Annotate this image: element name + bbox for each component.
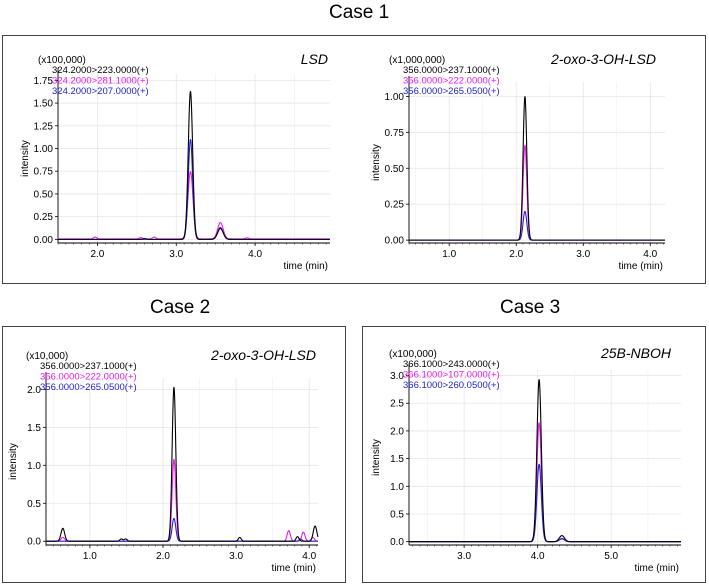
case-1-title: Case 1: [329, 2, 390, 23]
chart-4: 0.0 0.5 1.0 1.5 2.0 2.5 3.0 3.0 4.0 5.0 time (min)…: [371, 345, 682, 574]
y-axis-label: intensity: [20, 140, 31, 177]
y-axis-label: intensity: [371, 439, 382, 476]
scale-factor: (x1,000,000): [389, 55, 445, 66]
scale-factor: (x10,000): [26, 351, 68, 362]
y-axis-label: intensity: [8, 443, 19, 480]
y-tick-label: 1.5: [390, 454, 404, 465]
y-axis-label: intensity: [371, 144, 382, 181]
x-tick-label: 3.0: [169, 249, 183, 260]
y-tick-label: 0.25: [34, 212, 54, 223]
y-tick-label: 1.00: [385, 92, 405, 103]
legend-entry: 324.2000>207.0000(+): [52, 86, 149, 97]
legend-entry: 356.0000>222.0000(+): [40, 372, 137, 383]
x-tick-label: 3.0: [229, 551, 243, 562]
compound-title: 25B-NBOH: [600, 345, 672, 361]
x-axis-label: time (min): [284, 261, 328, 272]
x-tick-label: 4.0: [531, 551, 545, 562]
trace-3: [45, 517, 319, 542]
x-tick-label: 2.0: [509, 249, 523, 260]
y-tick-label: 0.75: [34, 167, 54, 178]
x-tick-label: 4.0: [248, 249, 262, 260]
x-tick-label: 1.0: [83, 551, 97, 562]
trace-2: [408, 144, 666, 241]
y-tick-label: 1.0: [27, 461, 41, 472]
x-tick-label: 4.0: [302, 551, 316, 562]
x-tick-label: 1.0: [442, 249, 456, 260]
compound-title: LSD: [301, 51, 328, 67]
y-tick-label: 0.00: [34, 235, 54, 246]
y-tick-label: 0.75: [385, 128, 405, 139]
trace-3: [408, 210, 666, 241]
legend-entry: 356.0000>237.1000(+): [40, 361, 137, 372]
x-tick-label: 3.0: [457, 551, 471, 562]
scale-factor: (x100,000): [389, 349, 437, 360]
trace-1: [408, 96, 666, 241]
x-tick-label: 3.0: [576, 249, 590, 260]
x-axis-label: time (min): [272, 563, 316, 574]
y-tick-label: 0.5: [27, 499, 41, 510]
legend-entry: 366.1000>107.0000(+): [403, 370, 500, 381]
legend-entry: 366.1000>260.0500(+): [403, 380, 500, 391]
y-tick-label: 1.0: [390, 482, 404, 493]
x-tick-label: 5.0: [604, 551, 618, 562]
compound-title: 2-oxo-3-OH-LSD: [550, 51, 656, 67]
case-3-title: Case 3: [500, 297, 561, 318]
trace-1: [57, 90, 331, 240]
legend-entry: 356.0000>222.0000(+): [403, 76, 500, 87]
legend-entry: 356.0000>265.0500(+): [403, 86, 500, 97]
y-tick-label: 2.0: [390, 426, 404, 437]
y-tick-label: 1.00: [34, 144, 54, 155]
y-tick-label: 1.75: [34, 76, 54, 87]
y-tick-label: 1.50: [34, 99, 54, 110]
x-tick-label: 4.0: [643, 249, 657, 260]
legend-entry: 356.0000>265.0500(+): [40, 382, 137, 393]
legend-entry: 356.0000>237.1000(+): [403, 65, 500, 76]
x-axis-label: time (min): [635, 563, 679, 574]
x-tick-label: 2.0: [90, 249, 104, 260]
legend-entry: 366.1000>243.0000(+): [403, 359, 500, 370]
x-tick-label: 2.0: [156, 551, 170, 562]
scale-factor: (x100,000): [38, 55, 86, 66]
trace-2: [45, 458, 319, 542]
y-tick-label: 0.0: [27, 537, 41, 548]
y-tick-label: 0.50: [34, 189, 54, 200]
y-tick-label: 3.0: [390, 371, 404, 382]
x-axis-label: time (min): [619, 261, 663, 272]
trace-1: [408, 379, 682, 543]
y-tick-label: 0.00: [385, 236, 405, 247]
y-tick-label: 0.0: [390, 537, 404, 548]
case-2-title: Case 2: [150, 297, 211, 318]
case-1-panel: [2, 35, 706, 284]
y-tick-label: 2.5: [390, 399, 404, 410]
chart-1: 0.00 0.25 0.50 0.75 1.00 1.25 1.50 1.75 2.0 3.0 4.…: [20, 51, 331, 272]
legend-entry: 324.2000>223.0000(+): [52, 65, 149, 76]
case-3-panel: [362, 326, 706, 583]
trace-1: [45, 386, 319, 542]
y-tick-label: 0.50: [385, 164, 405, 175]
y-tick-label: 1.5: [27, 423, 41, 434]
y-tick-label: 0.25: [385, 200, 405, 211]
compound-title: 2-oxo-3-OH-LSD: [210, 347, 316, 363]
trace-2: [408, 422, 682, 543]
trace-3: [408, 463, 682, 543]
y-tick-label: 1.25: [34, 121, 54, 132]
y-tick-label: 0.5: [390, 509, 404, 520]
legend-entry: 324.2000>281.1000(+): [52, 76, 149, 87]
y-tick-label: 2.0: [27, 385, 41, 396]
